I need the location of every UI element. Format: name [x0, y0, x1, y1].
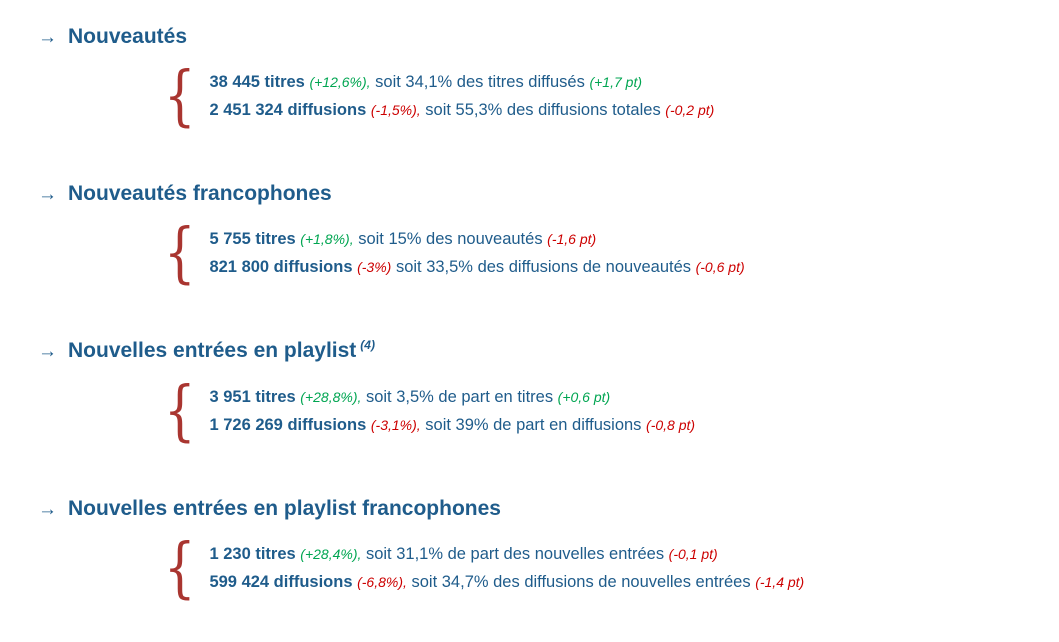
stat-lines: 38 445 titres (+12,6%), soit 34,1% des t… [209, 72, 714, 121]
section-heading: → Nouvelles entrées en playlist francoph… [38, 496, 1043, 523]
stat-change-pt: (+0,6 pt) [557, 388, 611, 405]
stat-change-pt: (-1,6 pt) [547, 230, 597, 247]
stat-line: 599 424 diffusions (-6,8%), soit 34,7% d… [209, 572, 804, 593]
section-title: Nouvelles entrées en playlist [68, 339, 357, 362]
section-heading: → Nouveautés francophones [38, 181, 1043, 208]
stat-line: 1 726 269 diffusions (-3,1%), soit 39% d… [209, 415, 695, 436]
stat-value: 38 445 titres [209, 72, 305, 91]
stat-value: 599 424 diffusions [209, 572, 353, 591]
stat-change-pct: (-6,8%), [357, 573, 407, 590]
stat-text: soit 55,3% des diffusions totales [425, 100, 661, 119]
stats-block: { 38 445 titres (+12,6%), soit 34,1% des… [160, 57, 1043, 134]
stat-change-pct: (+12,6%), [309, 73, 371, 90]
stat-line: 5 755 titres (+1,8%), soit 15% des nouve… [209, 229, 744, 250]
stat-change-pt: (+1,7 pt) [589, 73, 642, 90]
stat-value: 821 800 diffusions [209, 257, 353, 276]
stats-block: { 5 755 titres (+1,8%), soit 15% des nou… [160, 214, 1043, 291]
stat-text: soit 15% des nouveautés [358, 229, 543, 248]
report-page: → Nouveautés { 38 445 titres (+12,6%), s… [38, 24, 1043, 606]
stat-line: 821 800 diffusions (-3%) soit 33,5% des … [209, 257, 744, 278]
arrow-icon: → [38, 184, 57, 205]
stat-change-pt: (-0,6 pt) [695, 258, 745, 275]
stat-line: 1 230 titres (+28,4%), soit 31,1% de par… [209, 544, 804, 565]
section-superscript: (4) [360, 338, 375, 352]
brace-icon: { [163, 57, 196, 134]
section-nouveautes: → Nouveautés { 38 445 titres (+12,6%), s… [38, 24, 1043, 134]
arrow-icon: → [38, 499, 57, 520]
stat-line: 3 951 titres (+28,8%), soit 3,5% de part… [209, 387, 695, 408]
stat-value: 1 726 269 diffusions [209, 415, 367, 434]
stat-text: soit 33,5% des diffusions de nouveautés [395, 257, 692, 276]
arrow-icon: → [38, 27, 57, 48]
stat-value: 1 230 titres [209, 544, 296, 563]
stats-block: { 3 951 titres (+28,8%), soit 3,5% de pa… [160, 372, 1043, 449]
section-title: Nouveautés [68, 25, 188, 48]
stat-change-pct: (+28,8%), [300, 388, 362, 405]
section-heading: → Nouvelles entrées en playlist (4) [38, 338, 1043, 366]
section-nouvelles-entrees-playlist-francophones: → Nouvelles entrées en playlist francoph… [38, 496, 1043, 606]
stat-lines: 3 951 titres (+28,8%), soit 3,5% de part… [209, 387, 695, 436]
stat-line: 2 451 324 diffusions (-1,5%), soit 55,3%… [209, 100, 714, 121]
section-title: Nouvelles entrées en playlist francophon… [68, 497, 501, 520]
stat-change-pct: (+28,4%), [300, 545, 362, 562]
stat-text: soit 34,1% des titres diffusés [375, 72, 585, 91]
section-heading: → Nouveautés [38, 24, 1043, 51]
stat-lines: 1 230 titres (+28,4%), soit 31,1% de par… [209, 544, 804, 593]
section-title: Nouveautés francophones [68, 182, 332, 205]
brace-icon: { [163, 529, 196, 606]
stat-lines: 5 755 titres (+1,8%), soit 15% des nouve… [209, 229, 744, 278]
section-nouveautes-francophones: → Nouveautés francophones { 5 755 titres… [38, 181, 1043, 291]
stat-change-pct: (-3,1%), [370, 416, 421, 433]
stat-change-pct: (-1,5%), [370, 101, 421, 118]
brace-icon: { [163, 214, 196, 291]
stat-text: soit 34,7% des diffusions de nouvelles e… [411, 572, 751, 591]
stat-text: soit 39% de part en diffusions [425, 415, 642, 434]
stat-change-pct: (+1,8%), [300, 230, 354, 247]
stat-text: soit 31,1% de part des nouvelles entrées [365, 544, 665, 563]
stats-block: { 1 230 titres (+28,4%), soit 31,1% de p… [160, 529, 1043, 606]
stat-change-pt: (-0,8 pt) [646, 416, 696, 433]
stat-value: 2 451 324 diffusions [209, 100, 367, 119]
stat-value: 3 951 titres [209, 387, 296, 406]
stat-line: 38 445 titres (+12,6%), soit 34,1% des t… [209, 72, 714, 93]
stat-value: 5 755 titres [209, 229, 296, 248]
stat-change-pt: (-0,2 pt) [665, 101, 715, 118]
stat-change-pt: (-1,4 pt) [755, 573, 805, 590]
stat-change-pt: (-0,1 pt) [668, 545, 718, 562]
section-nouvelles-entrees-playlist: → Nouvelles entrées en playlist (4) { 3 … [38, 338, 1043, 449]
stat-change-pct: (-3%) [357, 258, 392, 275]
stat-text: soit 3,5% de part en titres [365, 387, 554, 406]
arrow-icon: → [38, 341, 57, 362]
brace-icon: { [163, 372, 196, 449]
